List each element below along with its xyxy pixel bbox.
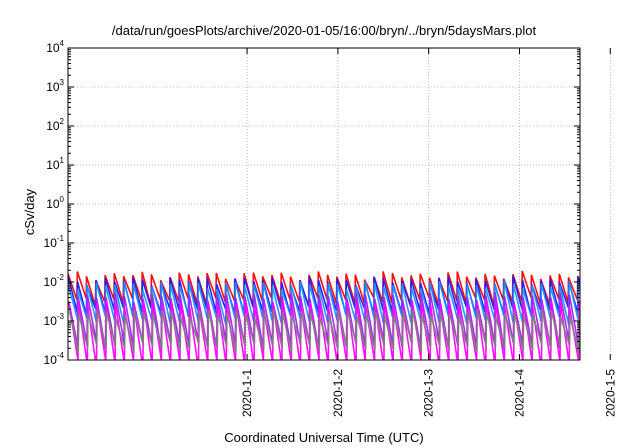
y-tick-label: 100 bbox=[46, 195, 64, 211]
series-line bbox=[68, 280, 580, 325]
y-tick-label: 10-1 bbox=[44, 234, 65, 250]
y-tick-label: 10-2 bbox=[44, 273, 65, 289]
x-axis: 2020-1-1 2020-1-2 2020-1-3 2020-1-4 2020-1-5 bbox=[240, 48, 617, 417]
y-tick-label: 10-3 bbox=[44, 312, 65, 328]
y-tick-label: 103 bbox=[46, 78, 64, 94]
x-axis-label: Coordinated Universal Time (UTC) bbox=[224, 430, 423, 445]
y-tick-label: 101 bbox=[46, 156, 64, 172]
y-tick-label: 10-4 bbox=[44, 351, 65, 367]
x-tick-label: 2020-1-2 bbox=[331, 369, 345, 417]
series-line bbox=[68, 308, 580, 353]
y-axis: 104 103 102 101 100 10-1 10-2 10-3 10-4 bbox=[44, 39, 580, 367]
x-tick-label: 2020-1-5 bbox=[603, 369, 617, 417]
series-layer bbox=[68, 270, 580, 360]
y-tick-label: 104 bbox=[46, 39, 64, 55]
y-tick-label: 102 bbox=[46, 117, 64, 133]
x-tick-label: 2020-1-3 bbox=[422, 369, 436, 417]
x-tick-label: 2020-1-4 bbox=[512, 369, 526, 417]
chart-title: /data/run/goesPlots/archive/2020-01-05/1… bbox=[112, 23, 537, 38]
y-axis-label: cSv/day bbox=[22, 188, 37, 235]
x-tick-label: 2020-1-1 bbox=[240, 369, 254, 417]
